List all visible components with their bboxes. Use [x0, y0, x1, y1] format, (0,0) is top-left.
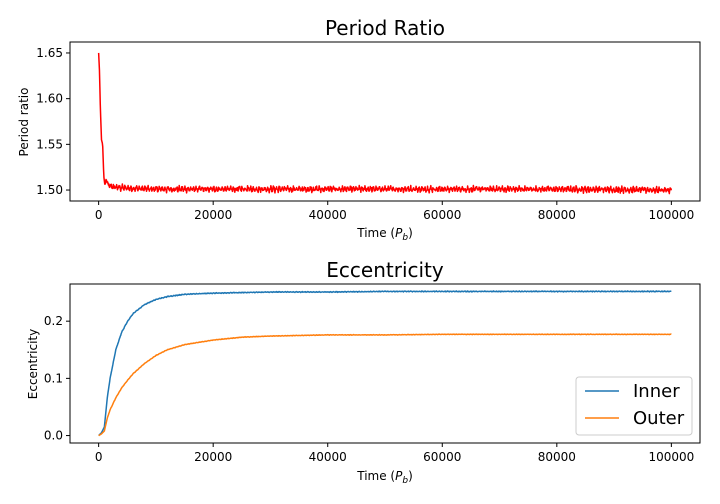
series-line-outer: [98, 333, 672, 437]
y-tick-label: 1.55: [36, 137, 63, 151]
x-tick-label: 80000: [538, 208, 576, 222]
x-tick-label: 20000: [194, 208, 232, 222]
series-line-inner: [98, 290, 672, 437]
plot-frame: [69, 283, 701, 444]
plot-frame: [69, 41, 701, 202]
x-tick-label: 60000: [423, 450, 461, 464]
x-tick-label: 60000: [423, 208, 461, 222]
legend-label-inner: Inner: [633, 381, 680, 402]
legend: Inner Outer: [575, 376, 693, 436]
chart-title: Eccentricity: [326, 258, 444, 282]
legend-label-outer: Outer: [633, 408, 685, 429]
y-tick-label: 1.50: [36, 183, 63, 197]
x-tick-label: 80000: [538, 450, 576, 464]
x-tick-label: 40000: [309, 450, 347, 464]
y-axis-label: Period ratio: [17, 88, 31, 157]
x-tick-label: 20000: [194, 450, 232, 464]
x-tick-label: 0: [95, 450, 103, 464]
x-tick-label: 0: [95, 208, 103, 222]
y-tick-label: 0.1: [44, 371, 63, 385]
x-tick-label: 40000: [309, 208, 347, 222]
x-tick-label: 100000: [648, 208, 694, 222]
eccentricity-panel: Eccentricity 0 20000 40000 60000 80000 100000…: [26, 258, 701, 486]
series-line-period-ratio: [97, 52, 673, 195]
x-axis-label: Time (Pb): [356, 469, 413, 486]
y-tick-label: 0.2: [44, 314, 63, 328]
y-tick-label: 1.60: [36, 92, 63, 106]
x-tick-label: 100000: [648, 450, 694, 464]
x-axis-label: Time (Pb): [356, 226, 413, 243]
y-tick-label: 0.0: [44, 429, 63, 443]
period-ratio-panel: Period Ratio 0 20000 40000 60000 80000 100000…: [17, 16, 701, 243]
y-tick-label: 1.65: [36, 46, 63, 60]
chart-title: Period Ratio: [325, 16, 445, 40]
y-axis-label: Eccentricity: [26, 329, 40, 399]
